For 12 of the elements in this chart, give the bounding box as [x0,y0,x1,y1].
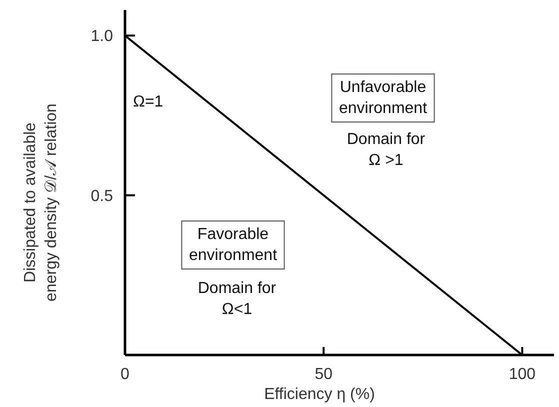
annotation: Domain for Ω >1 [346,131,426,169]
x-tick-label: 0 [120,366,130,383]
y-axis-title: Dissipated to available energy density 𝒟/𝒜 relation [22,104,60,302]
annotation: Unfavorable environment [338,79,428,117]
annotation: Ω=1 [133,94,164,110]
annotation: Favorable environment [188,226,278,264]
x-tick-label: 50 [314,366,333,383]
y-tick-label: 0.5 [90,188,114,205]
y-tick-label: 1.0 [90,28,114,46]
x-axis-title: Efficiency η (%) [264,386,375,403]
x-tick-label: 100 [508,366,536,383]
annotation: Domain for Ω<1 [198,280,277,318]
